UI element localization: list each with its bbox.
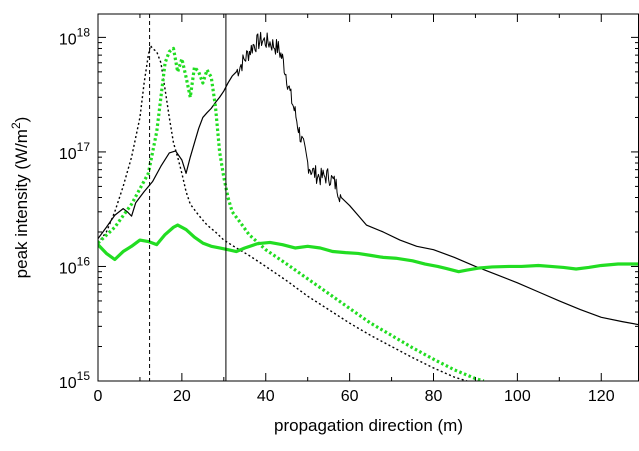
y-ticks: 1015 1016 1017 1018 (59, 25, 639, 392)
y-axis-label-sup: 2 (9, 122, 23, 129)
y-tick-label: 1018 (59, 25, 90, 48)
x-tick-label: 20 (173, 388, 191, 405)
x-axis-label: propagation direction (m) (274, 416, 463, 435)
x-ticks: 0 20 40 60 80 100 120 (94, 14, 615, 405)
x-tick-label: 40 (257, 388, 275, 405)
series-line-1 (98, 71, 237, 239)
plot-frame (97, 13, 639, 382)
x-tick-label: 120 (588, 388, 615, 405)
y-axis-label-main: peak intensity (W/m (12, 129, 31, 278)
vlines-layer (149, 14, 227, 381)
x-tick-label: 0 (94, 388, 103, 405)
y-axis-label-close: ) (12, 117, 31, 123)
series-line-4 (98, 44, 468, 381)
y-tick-label: 1017 (59, 140, 90, 163)
series-layer (98, 31, 639, 381)
x-tick-label: 60 (341, 388, 359, 405)
y-axis-label: peak intensity (W/m2) (9, 117, 31, 279)
x-tick-label: 80 (425, 388, 443, 405)
x-tick-label: 100 (504, 388, 531, 405)
series-line-6 (98, 223, 639, 274)
series-line-5 (98, 46, 485, 381)
series-line-3 (340, 197, 639, 326)
y-tick-label: 1016 (59, 254, 90, 277)
y-tick-label: 1015 (59, 369, 90, 392)
series-line-2 (235, 31, 342, 203)
